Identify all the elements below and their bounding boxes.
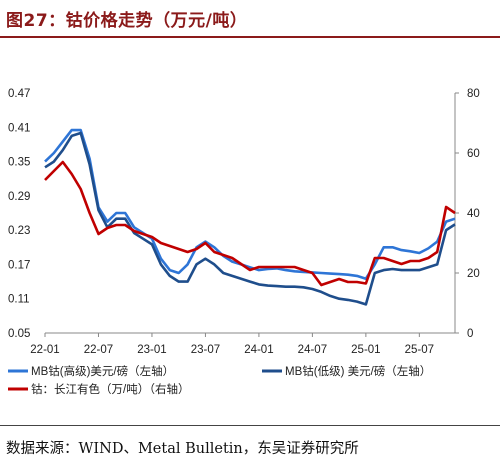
x-tick-label: 23-01 — [137, 344, 166, 356]
y-right-tick-label: 20 — [467, 268, 480, 280]
y-left-tick-label: 0.35 — [8, 157, 30, 169]
y-left-tick-label: 0.05 — [8, 328, 30, 340]
legend-label: 钴：长江有色（万/吨）（右轴） — [31, 382, 189, 396]
y-left-tick-label: 0.47 — [8, 88, 30, 100]
series-line-2 — [44, 131, 456, 306]
y-left-tick-label: 0.17 — [8, 259, 30, 271]
y-right-tick-label: 40 — [467, 208, 480, 220]
y-left-tick-label: 0.41 — [8, 122, 30, 134]
source-note: 数据来源：WIND、Metal Bulletin，东吴证券研究所 — [6, 441, 359, 457]
axes: 22-01 22-07 23-01 23-07 24-01 24-07 25-01 25-07… — [8, 88, 480, 356]
x-tick-label: 24-07 — [298, 344, 327, 356]
legend-label: MB钴(低级) 美元/磅（左轴） — [285, 364, 431, 378]
title-rule — [0, 36, 500, 38]
x-tick-label: 25-01 — [351, 344, 380, 356]
x-tick-label: 22-07 — [84, 344, 113, 356]
y-left-tick-label: 0.29 — [8, 191, 30, 203]
series-line-1 — [44, 128, 456, 280]
series-layer — [44, 128, 456, 306]
legend: MB钴(高级)美元/磅（左轴） MB钴(低级) 美元/磅（左轴） 钴：长江有色（万/… — [8, 364, 431, 396]
x-tick-label: 23-07 — [191, 344, 220, 356]
legend-label: MB钴(高级)美元/磅（左轴） — [31, 364, 174, 378]
x-tick-label: 22-01 — [30, 344, 59, 356]
footer-rule — [0, 425, 500, 426]
y-right-tick-label: 60 — [467, 148, 480, 160]
y-right-tick-label: 0 — [467, 328, 473, 340]
y-right-tick-label: 80 — [467, 88, 480, 100]
cobalt-price-chart: 22-01 22-07 23-01 23-07 24-01 24-07 25-01 25-07… — [8, 88, 480, 396]
y-left-tick-label: 0.11 — [8, 294, 30, 306]
series-line-3 — [44, 160, 456, 287]
x-tick-label: 24-01 — [244, 344, 273, 356]
x-tick-label: 25-07 — [405, 344, 434, 356]
figure-title: 图27：钴价格走势（万元/吨） — [6, 11, 248, 31]
y-left-tick-label: 0.23 — [8, 225, 30, 237]
